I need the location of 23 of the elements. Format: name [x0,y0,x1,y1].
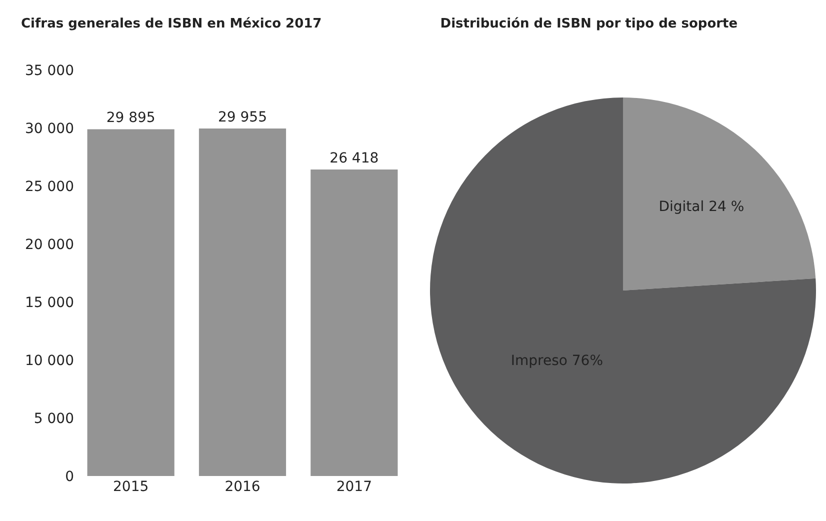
chart-title: Distribución de ISBN por tipo de soporte [440,16,738,32]
y-tick-label: 15 000 [25,294,74,311]
y-tick-label: 20 000 [25,236,74,253]
y-tick-label: 25 000 [25,178,74,195]
x-tick-label: 2015 [113,479,149,495]
data-label: 26 418 [330,150,379,167]
y-tick-label: 30 000 [25,120,74,137]
bar [87,129,174,476]
y-tick-label: 10 000 [25,352,74,369]
data-label: 29 895 [106,110,156,126]
y-tick-label: 5 000 [34,410,74,427]
y-tick-label: 35 000 [25,62,74,79]
slice-label: Impreso 76% [510,352,604,369]
bar [310,170,398,476]
slice-label: Digital 24 % [658,198,744,215]
x-tick-label: 2017 [336,479,372,495]
bar [198,128,286,476]
x-tick-label: 2016 [224,479,260,495]
chart-title: Cifras generales de ISBN en México 2017 [21,16,322,32]
pie-slice [623,98,816,290]
data-label: 29 955 [218,110,267,126]
pie-slice [430,98,816,484]
y-tick-label: 0 [65,468,74,485]
